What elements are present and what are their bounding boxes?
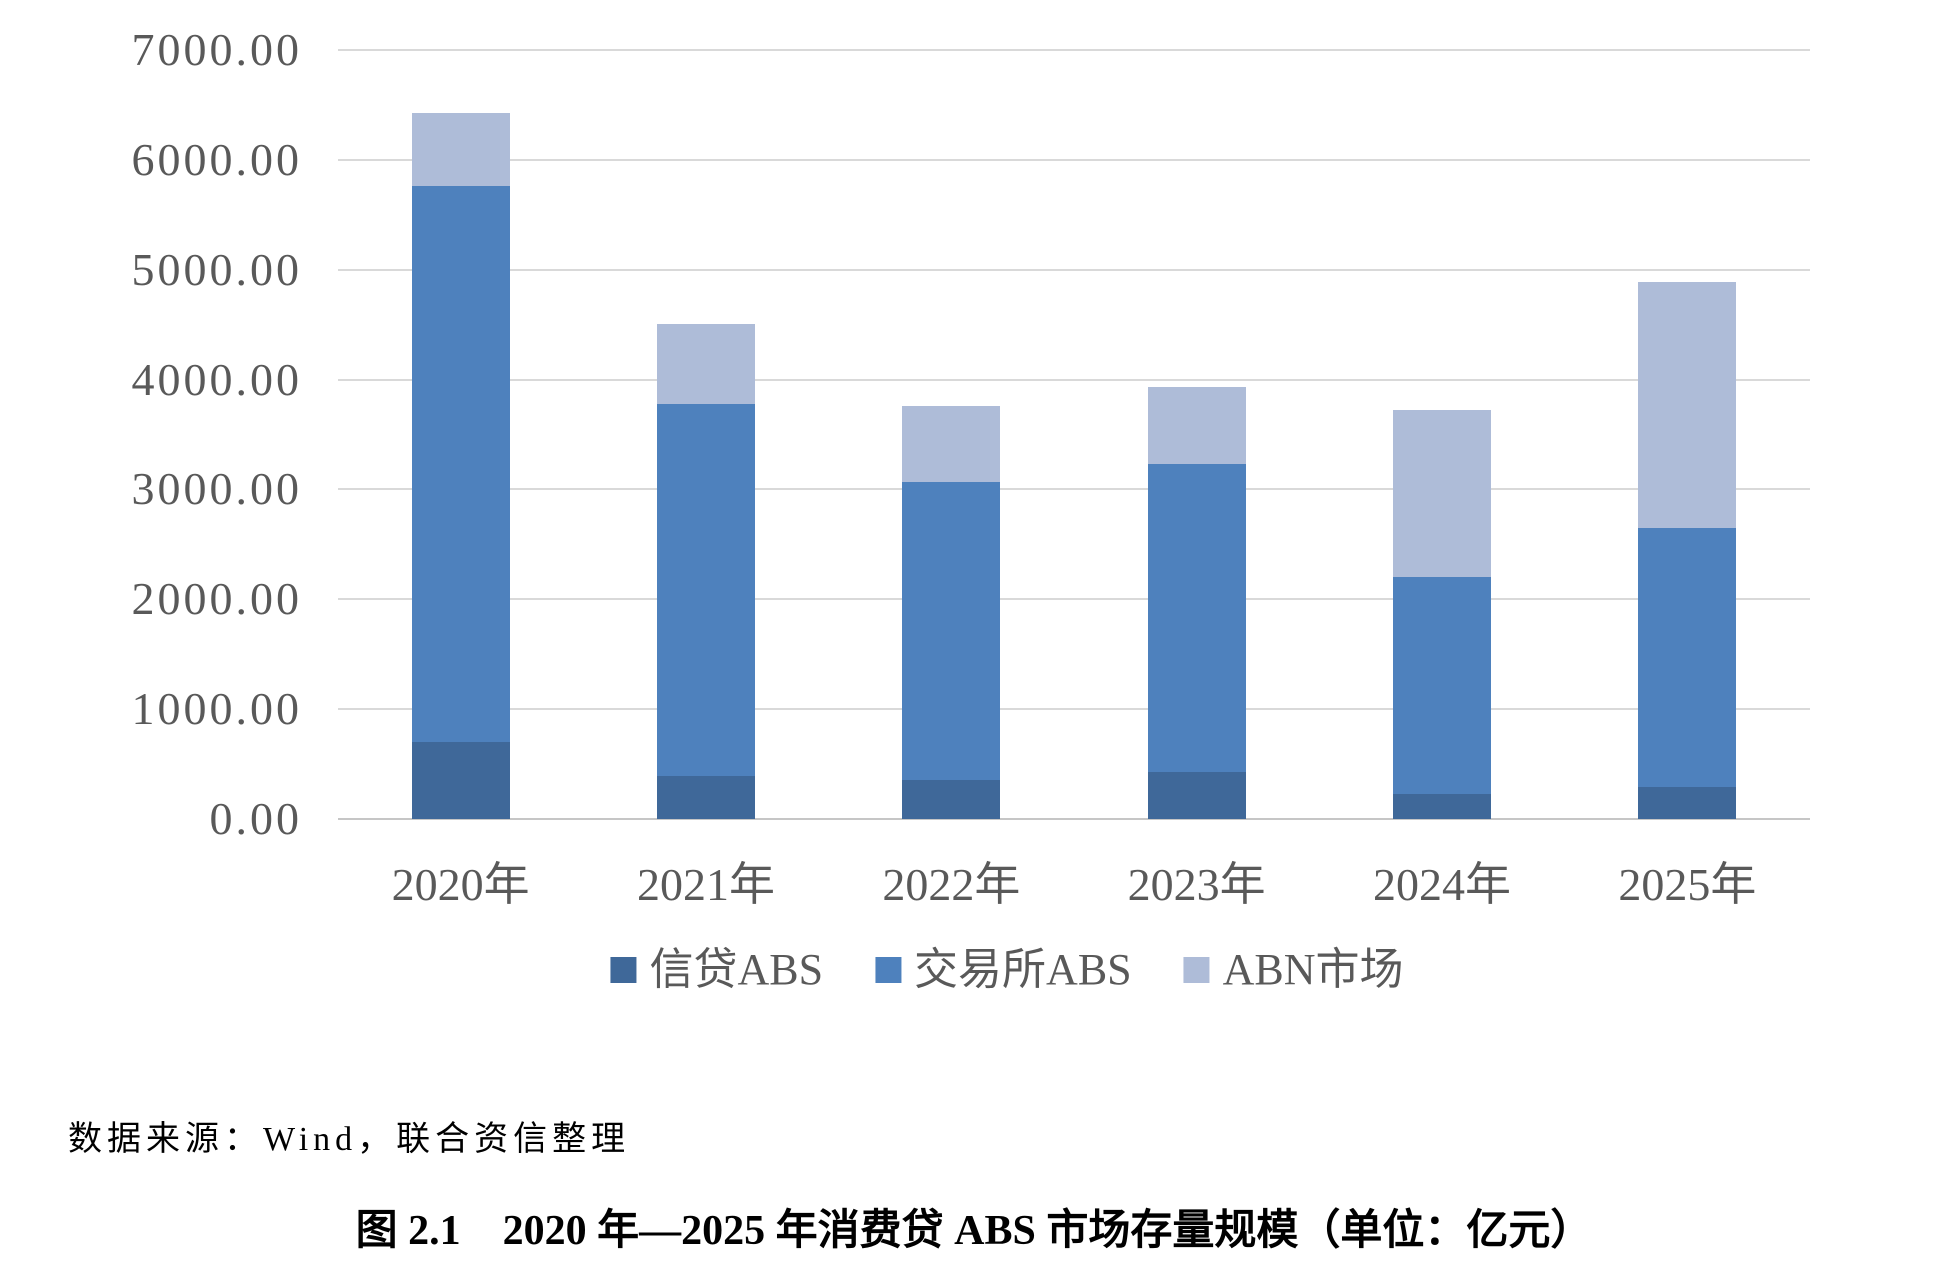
bar-segment-交易所ABS <box>1638 528 1737 788</box>
gridline <box>338 488 1810 491</box>
legend-item: 交易所ABS <box>875 948 1132 992</box>
gridline <box>338 708 1810 711</box>
y-axis-tick-label: 0.00 <box>209 793 302 844</box>
legend-swatch-icon <box>1183 957 1210 983</box>
bar-segment-ABN市场 <box>1393 410 1491 578</box>
source-note: 数据来源：Wind，联合资信整理 <box>68 1121 631 1158</box>
bar-segment-交易所ABS <box>1393 577 1491 795</box>
x-axis-line <box>338 818 1810 820</box>
x-axis-category-label: 2024年 <box>1372 859 1511 910</box>
y-axis-tick-label: 6000.00 <box>131 133 302 185</box>
bar-segment-信贷ABS <box>411 742 510 819</box>
gridline <box>338 268 1810 271</box>
x-axis-category-label: 2023年 <box>1127 859 1266 910</box>
bar-segment-信贷ABS <box>902 780 1001 819</box>
bar-segment-ABN市场 <box>657 324 755 404</box>
gridline <box>338 49 1810 51</box>
bar-segment-ABN市场 <box>1147 387 1246 465</box>
y-axis-tick-label: 3000.00 <box>131 463 302 515</box>
legend-label: ABN市场 <box>1222 945 1404 994</box>
legend-item: 信贷ABS <box>610 948 823 992</box>
bar-segment-交易所ABS <box>411 186 510 743</box>
bar-segment-ABN市场 <box>411 113 510 187</box>
y-axis-tick-label: 5000.00 <box>131 243 302 295</box>
legend-item: ABN市场 <box>1183 945 1404 994</box>
bar-segment-信贷ABS <box>1393 794 1491 819</box>
x-axis-category-label: 2021年 <box>636 859 775 910</box>
bar-segment-交易所ABS <box>902 481 1001 780</box>
y-axis-tick-label: 2000.00 <box>131 573 302 625</box>
y-axis-tick-label: 4000.00 <box>131 353 302 405</box>
bar-segment-ABN市场 <box>902 405 1001 482</box>
legend: 信贷ABS 交易所ABS ABN市场 <box>610 945 1404 994</box>
bar-segment-信贷ABS <box>657 775 755 819</box>
gridline <box>338 158 1810 161</box>
gridline <box>338 378 1810 381</box>
legend-label: 信贷ABS <box>649 945 824 994</box>
bar-segment-ABN市场 <box>1638 281 1737 529</box>
figure-caption: 图 2.1 2020 年—2025 年消费贷 ABS 市场存量规模（单位：亿元） <box>355 1208 1593 1254</box>
x-axis-category-label: 2020年 <box>391 859 530 910</box>
y-axis-tick-label: 1000.00 <box>131 683 302 735</box>
bar-segment-交易所ABS <box>657 403 755 776</box>
bar-segment-交易所ABS <box>1147 464 1246 772</box>
legend-swatch-icon <box>875 957 902 983</box>
gridline <box>338 598 1810 601</box>
x-axis-category-label: 2025年 <box>1618 859 1757 910</box>
bar-segment-信贷ABS <box>1147 771 1246 819</box>
bar-segment-信贷ABS <box>1638 787 1737 819</box>
x-axis-category-label: 2022年 <box>882 859 1021 910</box>
legend-label: 交易所ABS <box>914 945 1132 994</box>
y-axis-tick-label: 7000.00 <box>131 24 302 75</box>
legend-swatch-icon <box>610 957 637 983</box>
